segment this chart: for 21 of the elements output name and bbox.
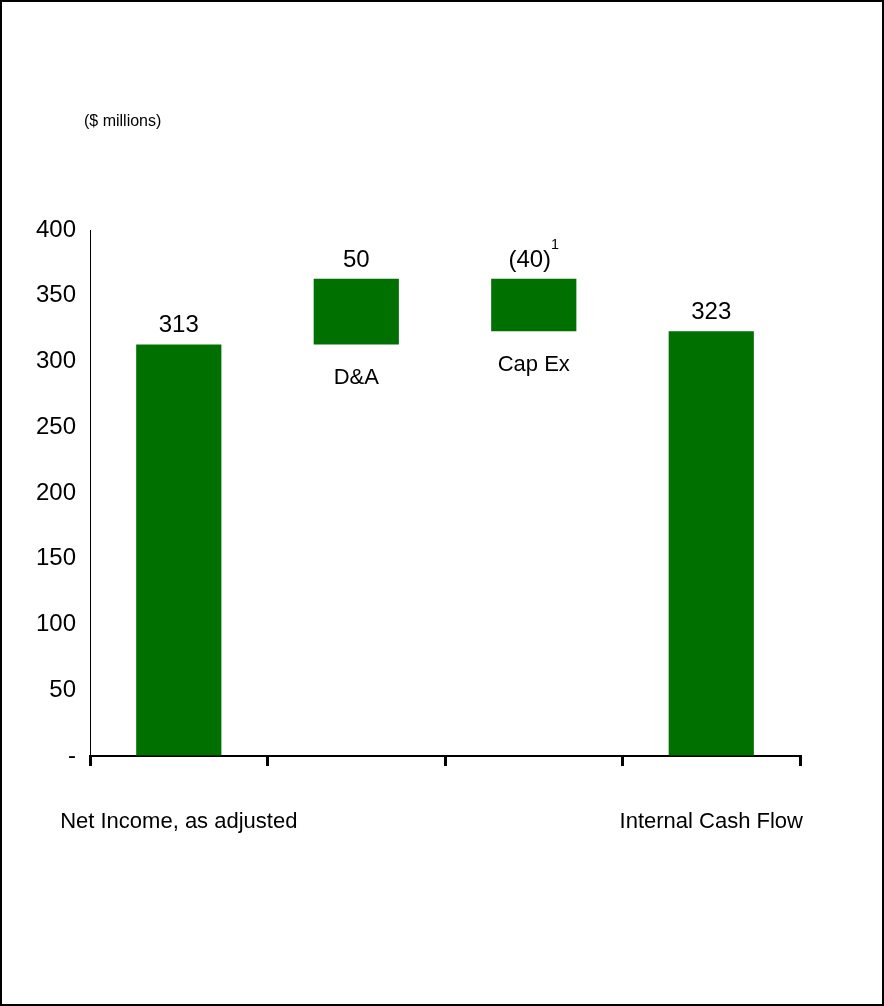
y-tick-label: 250 <box>36 411 77 439</box>
bar <box>668 331 754 756</box>
text: ($ millions) <box>84 112 162 129</box>
data-label: 323 <box>691 297 732 325</box>
bar <box>491 278 577 332</box>
x-tick-label: D&A <box>333 364 380 390</box>
x-tick-label: Cap Ex <box>497 351 570 377</box>
x-tick-label: Net Income, as adjusted <box>60 808 298 833</box>
bar <box>313 278 399 345</box>
bar <box>136 344 222 756</box>
y-tick-label: 350 <box>36 280 77 308</box>
data-label: 50 <box>342 244 370 272</box>
y-tick-label: 100 <box>36 609 77 637</box>
data-label: 313 <box>158 310 199 338</box>
y-tick-label: 300 <box>36 346 77 374</box>
x-tick-label: Internal Cash Flow <box>619 808 804 833</box>
y-tick-label: 50 <box>49 674 77 702</box>
y-tick-label: 200 <box>36 477 77 505</box>
y-tick-label: 150 <box>36 543 77 571</box>
y-tick-label: 400 <box>36 214 77 242</box>
y-tick-label: - <box>68 740 77 768</box>
